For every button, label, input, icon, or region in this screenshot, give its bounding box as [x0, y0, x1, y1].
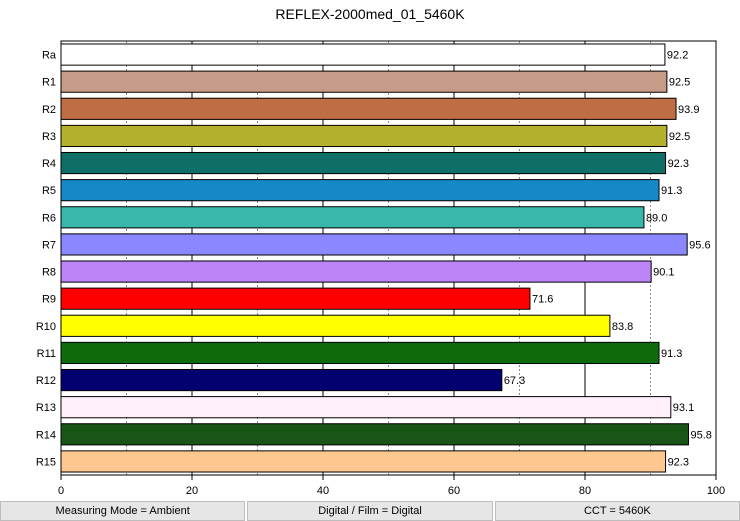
bar-r5	[60, 179, 660, 202]
status-footer: Measuring Mode = Ambient Digital / Film …	[0, 501, 740, 521]
value-label: 92.3	[668, 456, 689, 468]
value-label: 90.1	[653, 267, 674, 279]
x-tick-label: 40	[317, 485, 329, 497]
y-tick-label: R3	[42, 131, 56, 143]
bar-r10	[60, 314, 611, 337]
value-label: 95.8	[690, 429, 711, 441]
plot-frame	[60, 40, 717, 476]
bar-r6	[60, 206, 645, 229]
measuring-mode-label: Measuring Mode = Ambient	[0, 501, 246, 521]
value-label: 92.2	[667, 50, 688, 62]
y-tick-label: R1	[42, 77, 56, 89]
value-label: 83.8	[612, 321, 633, 333]
bar-r15	[60, 450, 667, 473]
value-label: 92.5	[669, 77, 690, 89]
bar-r4	[60, 151, 667, 175]
y-tick-label: R8	[42, 267, 56, 279]
bar-r8	[60, 260, 652, 283]
value-label: 67.3	[504, 375, 525, 387]
value-label: 91.3	[661, 348, 682, 360]
chart-title: REFLEX-2000med_01_5460K	[275, 6, 465, 22]
value-label: 71.6	[532, 294, 553, 306]
y-tick-label: R10	[36, 321, 56, 333]
bar-r2	[60, 97, 677, 120]
y-tick-label: R4	[42, 158, 56, 170]
y-tick-label: R14	[36, 429, 56, 441]
bar-r14	[60, 423, 689, 446]
bar-ra	[60, 43, 666, 66]
y-tick-label: R15	[36, 456, 56, 468]
value-label: 92.5	[669, 131, 690, 143]
value-label: 91.3	[661, 185, 682, 197]
bar-r3	[60, 124, 668, 148]
x-tick-label: 0	[58, 485, 64, 497]
value-label: 89.0	[646, 212, 667, 224]
value-label: 95.6	[689, 239, 710, 251]
bar-r13	[60, 396, 672, 419]
x-tick-label: 20	[186, 485, 198, 497]
x-axis-ticks: 0 20 40 60 80 100	[58, 475, 725, 497]
bar-r11	[60, 341, 660, 365]
bar-r12	[60, 368, 503, 392]
value-label: 93.9	[678, 104, 699, 116]
x-tick-label: 80	[579, 485, 591, 497]
cct-label: CCT = 5460K	[494, 501, 740, 521]
y-tick-label: R7	[42, 239, 56, 251]
y-tick-label: R9	[42, 294, 56, 306]
y-tick-label: Ra	[42, 50, 57, 62]
bars-group	[60, 43, 689, 473]
y-tick-label: R5	[42, 185, 56, 197]
y-axis-labels: Ra R1 R2 R3 R4 R5 R6 R7 R8 R9 R10 R11 R12 R13 R14 R15	[36, 50, 57, 469]
y-tick-label: R11	[37, 348, 56, 360]
value-label: 92.3	[668, 158, 689, 170]
y-tick-label: R2	[42, 104, 56, 116]
bar-r7	[60, 233, 688, 256]
y-tick-label: R6	[42, 212, 56, 224]
y-tick-label: R12	[36, 375, 56, 387]
bar-r9	[60, 287, 531, 310]
x-tick-label: 60	[448, 485, 460, 497]
bar-chart: Ra R1 R2 R3 R4 R5 R6 R7 R8 R9 R10 R11 R12 R13 R14 R15 9…	[36, 40, 725, 497]
value-label: 93.1	[673, 402, 694, 414]
film-label: Digital / Film = Digital	[247, 501, 493, 521]
y-tick-label: R13	[36, 402, 56, 414]
bar-r1	[60, 70, 668, 93]
value-labels: 92.2 92.5 93.9 92.5 92.3 91.3 89.0 95.6 90.1 71.6…	[504, 50, 712, 469]
x-tick-label: 100	[707, 485, 725, 497]
